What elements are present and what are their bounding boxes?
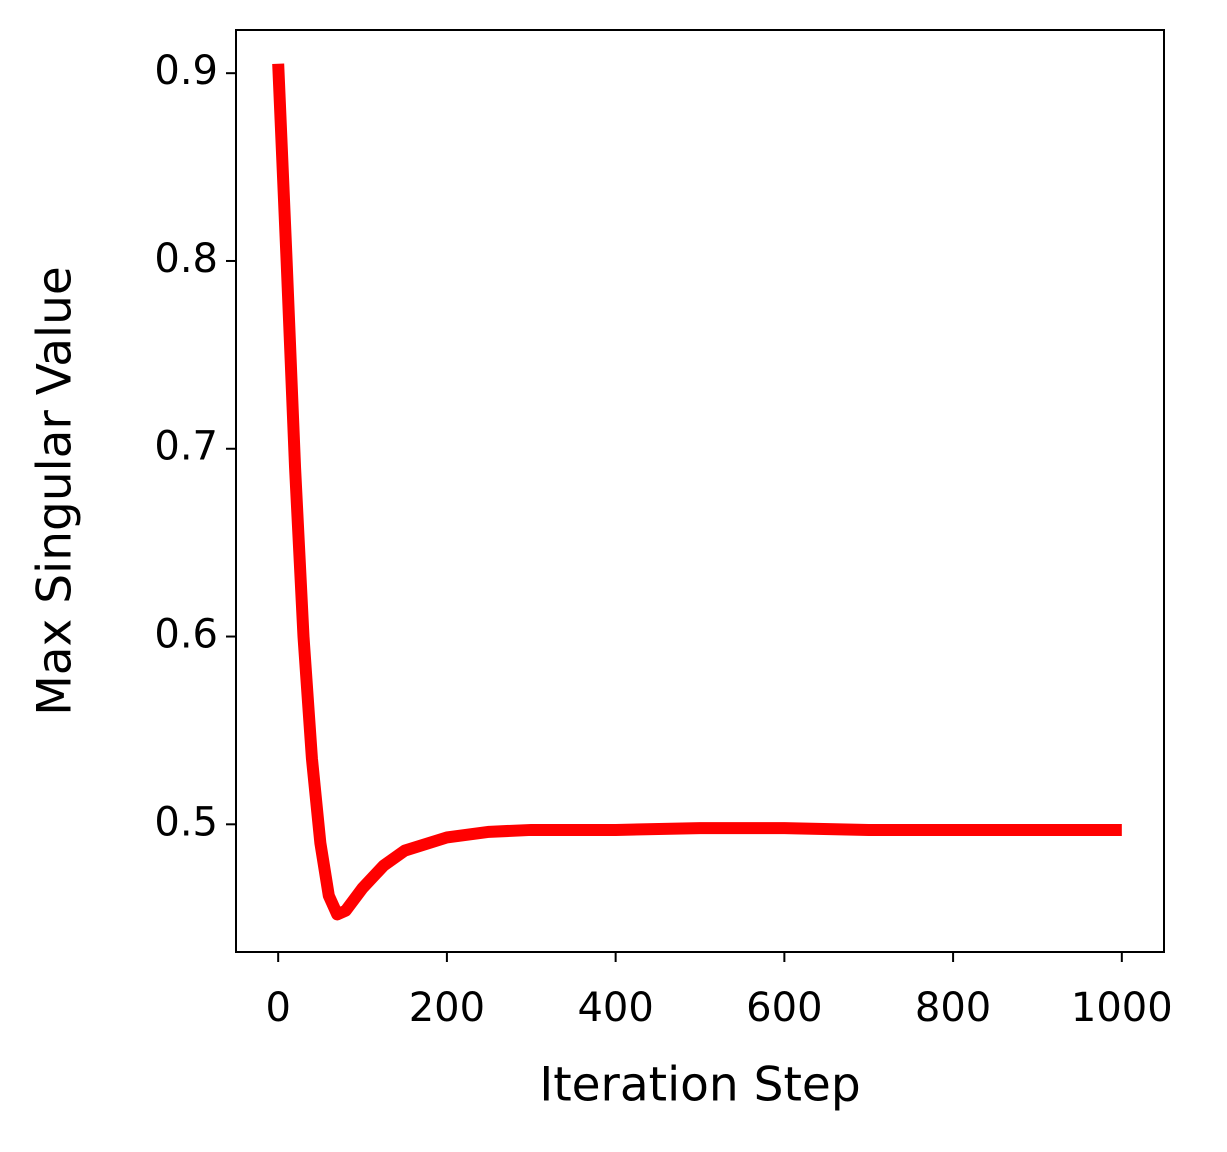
x-tick-label: 600 — [746, 985, 822, 1031]
y-tick-label: 0.5 — [154, 799, 218, 845]
y-axis-label: Max Singular Value — [28, 266, 83, 716]
x-tick-label: 800 — [915, 985, 991, 1031]
y-tick-label: 0.7 — [154, 424, 218, 470]
x-axis-label: Iteration Step — [539, 1058, 860, 1113]
x-tick-label: 0 — [265, 985, 290, 1031]
y-tick-label: 0.6 — [154, 612, 218, 658]
y-tick-label: 0.9 — [154, 48, 218, 94]
plot-frame — [235, 29, 1165, 953]
data-line — [272, 63, 1122, 921]
x-tick-label: 400 — [577, 985, 653, 1031]
x-tick-label: 200 — [409, 985, 485, 1031]
y-tick-label: 0.8 — [154, 236, 218, 282]
x-tick-label: 1000 — [1071, 985, 1173, 1031]
